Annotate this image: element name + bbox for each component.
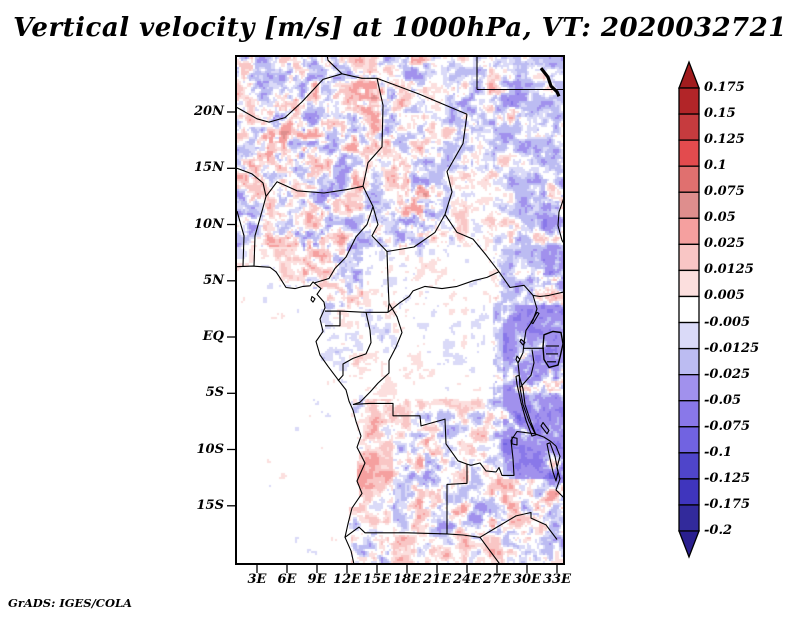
y-axis-tick-label: 20N <box>194 104 224 119</box>
colorbar-cell <box>678 504 700 532</box>
y-axis-tick-label: EQ <box>202 329 224 344</box>
map-frame <box>235 55 565 565</box>
colorbar-cell <box>678 347 700 376</box>
colorbar-arrow-up <box>678 60 700 89</box>
colorbar-tick-label: 0.1 <box>704 158 727 174</box>
colorbar-cell <box>678 426 700 454</box>
x-axis-tick-label: 27E <box>483 572 511 587</box>
colorbar-tick-label: 0.005 <box>704 288 745 304</box>
x-axis-tick-label: 18E <box>393 572 421 587</box>
colorbar-cell <box>678 452 700 480</box>
x-axis-tick-label: 33E <box>543 572 571 587</box>
colorbar-tick-label: 0.125 <box>704 132 745 148</box>
colorbar-cell <box>678 217 700 246</box>
colorbar-cell <box>678 400 700 428</box>
x-axis-tick-label: 15E <box>363 572 391 587</box>
y-axis-tick-label: 5N <box>203 272 224 288</box>
colorbar-tick-label: 0.15 <box>704 106 736 122</box>
x-axis-tick-label: 21E <box>423 572 451 587</box>
colorbar-tick-label: -0.175 <box>704 496 751 512</box>
colorbar-tick-label: -0.025 <box>704 366 751 382</box>
colorbar-tick-label: -0.0125 <box>704 340 760 356</box>
x-axis-tick-label: 12E <box>333 572 361 587</box>
x-axis-tick-label: 30E <box>513 572 541 587</box>
colorbar-tick-label: -0.005 <box>704 314 751 330</box>
y-axis-tick-label: 5S <box>205 385 224 401</box>
colorbar-tick-label: -0.2 <box>704 523 733 539</box>
colorbar-tick-label: -0.05 <box>704 392 742 408</box>
colorbar-cell <box>678 139 700 167</box>
colorbar-tick-label: 0.0125 <box>704 262 754 278</box>
colorbar-tick-label: 0.175 <box>704 80 745 95</box>
colorbar-tick-label: 0.025 <box>704 236 745 252</box>
colorbar-tick-label: -0.1 <box>704 444 733 460</box>
y-axis-tick-label: 15S <box>196 497 224 513</box>
colorbar-cell <box>678 295 700 324</box>
colorbar-cell <box>678 87 700 115</box>
y-axis-tick-label: 15N <box>194 160 224 176</box>
colorbar-cell <box>678 113 700 141</box>
colorbar-cell <box>678 191 700 219</box>
colorbar-tick-label: 0.075 <box>704 184 745 200</box>
lake-victoria <box>542 330 563 369</box>
plot-title: Vertical velocity [m/s] at 1000hPa, VT: … <box>13 13 787 43</box>
colorbar-cell <box>678 165 700 193</box>
x-axis-tick-label: 9E <box>307 572 327 587</box>
y-axis-tick-label: 10N <box>194 216 224 232</box>
x-axis-tick-label: 6E <box>277 572 297 587</box>
y-axis-tick-label: 10S <box>196 441 224 457</box>
colorbar-tick-label: -0.075 <box>704 418 751 434</box>
africa-borders <box>237 57 563 563</box>
colorbar-tick-label: -0.125 <box>704 470 751 486</box>
lake-nasser <box>539 67 561 97</box>
grads-attribution: GrADS: IGES/COLA <box>8 596 132 610</box>
colorbar-cell <box>678 321 700 350</box>
colorbar-cell <box>678 478 700 506</box>
velocity-field-canvas <box>237 57 563 563</box>
x-axis-tick-label: 3E <box>247 572 267 587</box>
colorbar-cell <box>678 269 700 298</box>
colorbar-tick-label: 0.05 <box>704 210 736 226</box>
colorbar-cell <box>678 243 700 272</box>
x-axis-tick-label: 24E <box>453 572 481 587</box>
colorbar-arrow-down <box>678 530 700 559</box>
colorbar <box>678 60 700 559</box>
colorbar-cell <box>678 374 700 402</box>
